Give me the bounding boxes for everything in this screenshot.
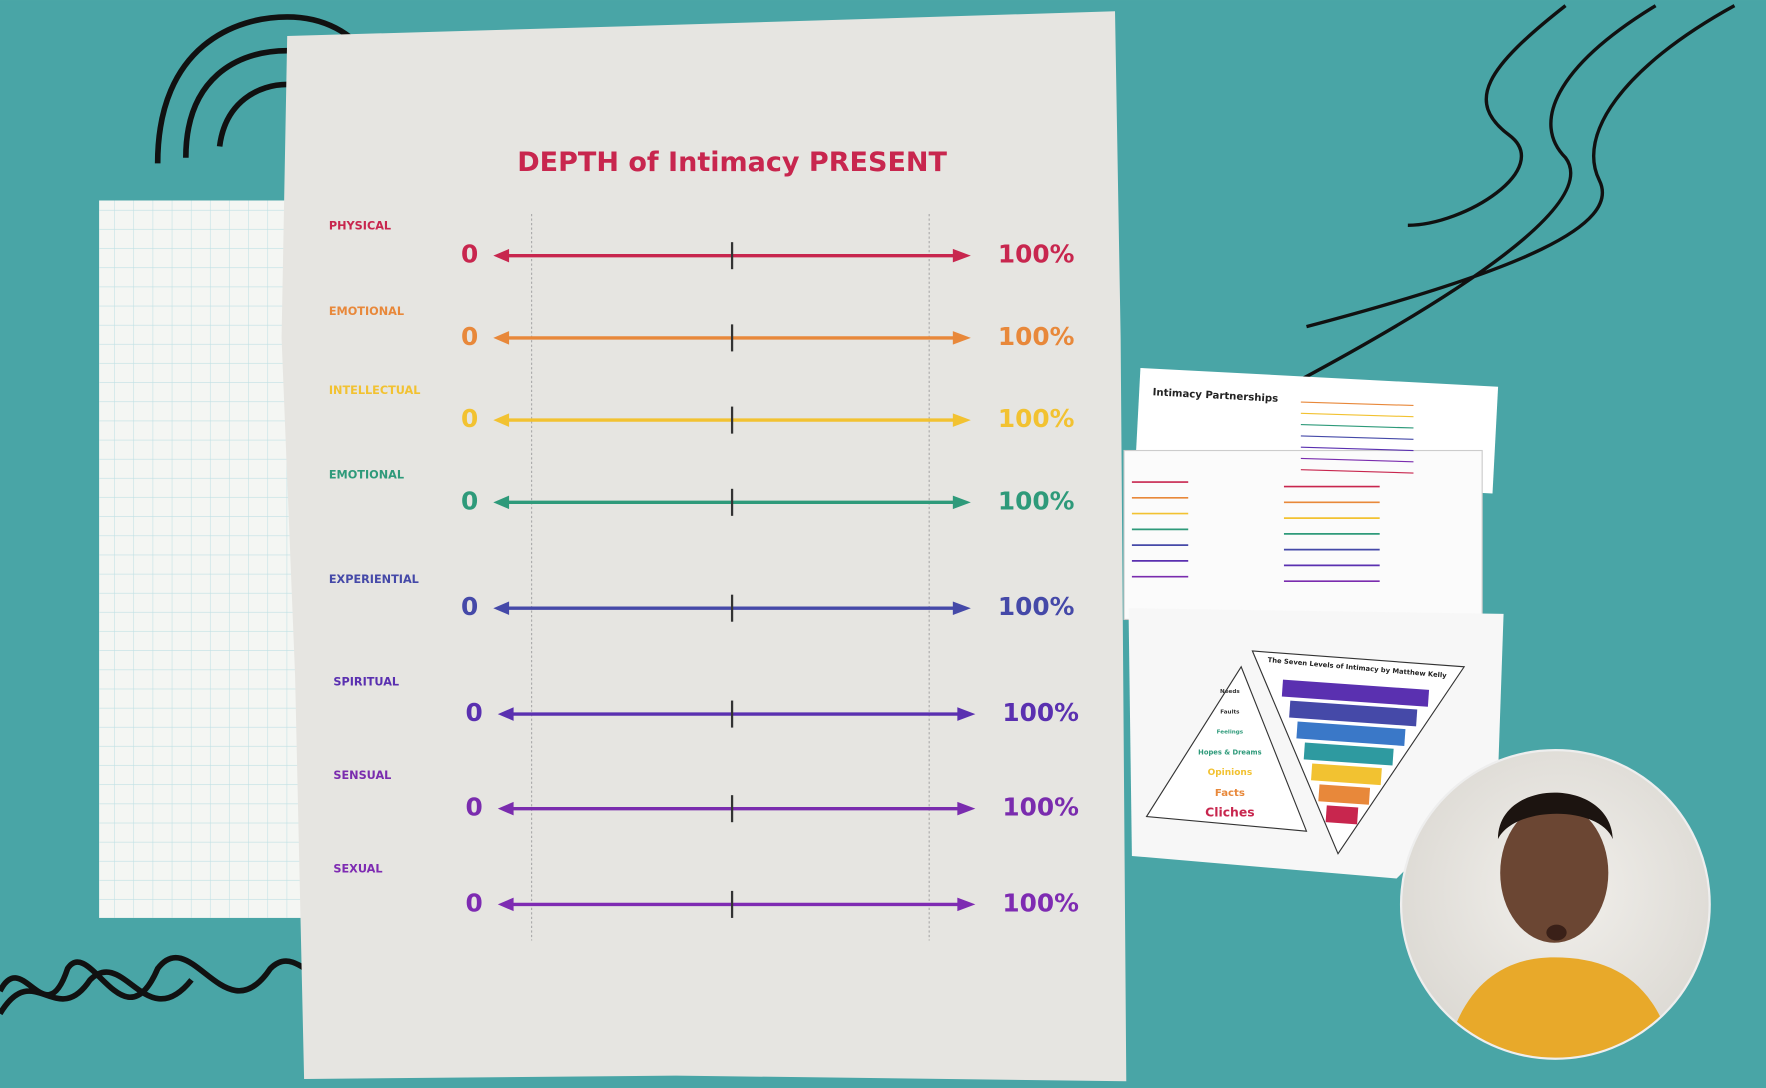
thumbnail: [1123, 449, 1483, 621]
pyramid: [1145, 665, 1308, 832]
scale-max: 100%: [998, 322, 1075, 351]
pyramid-label: Feelings: [1217, 730, 1244, 736]
arrow-right: [952, 248, 971, 263]
row-label: SEXUAL: [333, 862, 382, 875]
scale-max: 100%: [998, 404, 1075, 433]
arrow-left: [497, 707, 514, 721]
pyramid-band: [1303, 742, 1394, 766]
scale-min: 0: [461, 322, 478, 351]
mini-line: [1300, 469, 1414, 474]
arrow-right: [952, 601, 971, 615]
pyramid-band: [1311, 763, 1382, 786]
mini-line: [1300, 424, 1414, 429]
scale-max: 100%: [998, 486, 1075, 515]
scale-min: 0: [466, 793, 483, 822]
pyramid-band: [1289, 700, 1418, 727]
scale-min: 0: [461, 240, 478, 269]
row-label: EXPERIENTIAL: [329, 573, 419, 586]
arrow-left: [497, 801, 514, 816]
graph-grid: [99, 200, 314, 918]
webcam-border: [1399, 748, 1711, 1060]
scale-max: 100%: [1002, 888, 1079, 917]
arrow-left: [493, 495, 510, 510]
mini-line: [1300, 401, 1414, 407]
webcam: [1401, 750, 1710, 1059]
row-label: PHYSICAL: [329, 219, 391, 232]
arrow-right: [952, 331, 971, 345]
scale-min: 0: [466, 698, 483, 727]
row-label: INTELLECTUAL: [329, 384, 421, 397]
pyramid-label: Hopes & Dreams: [1198, 748, 1261, 756]
scribble: [1283, 4, 1736, 391]
arrow-right: [952, 495, 971, 510]
pyramid-band: [1325, 805, 1359, 825]
arrow-left: [493, 413, 510, 427]
arrow-right: [957, 707, 976, 721]
pyramid-label: Opinions: [1208, 768, 1253, 778]
arrow-right: [957, 897, 976, 912]
pyramid-labels: Needs Faults Feelings Hopes & Dreams Opinion…: [1198, 679, 1430, 825]
scale-max: 100%: [998, 240, 1075, 269]
row-label: SPIRITUAL: [333, 676, 399, 689]
scales: PHYSICAL 0 100% EMOTIONAL 0 100% INTELLECTUAL 0…: [329, 219, 1079, 918]
arrow-left: [493, 248, 510, 263]
slide-title: DEPTH of Intimacy PRESENT: [517, 147, 947, 178]
scale-min: 0: [466, 888, 483, 917]
pyramid-label: Faults: [1220, 709, 1240, 715]
pyramid-label: Needs: [1220, 689, 1240, 695]
arrow-left: [493, 601, 510, 615]
mini-line: [1300, 457, 1414, 463]
row-label: EMOTIONAL: [329, 468, 404, 481]
mini-line: [1300, 446, 1414, 452]
scale-max: 100%: [998, 592, 1075, 621]
thumbnail-lines: [1131, 401, 1414, 583]
scale-min: 0: [461, 592, 478, 621]
pyramid-label: Facts: [1215, 788, 1245, 799]
scale-max: 100%: [1002, 698, 1079, 727]
pyramid-band: [1281, 679, 1430, 707]
row-label: EMOTIONAL: [329, 305, 404, 318]
pyramid-band: [1318, 784, 1371, 805]
pyramid-band: [1296, 721, 1406, 746]
torn-paper: [281, 11, 1127, 1082]
scale-min: 0: [461, 404, 478, 433]
arrow-left: [497, 897, 514, 912]
pyramid-label: Cliches: [1205, 806, 1254, 820]
arrow-right: [957, 801, 976, 816]
mini-line: [1300, 412, 1414, 418]
scale-min: 0: [461, 486, 478, 515]
row-label: SENSUAL: [333, 769, 391, 782]
arrow-left: [493, 331, 510, 345]
arrow-right: [952, 413, 971, 427]
scale-max: 100%: [1002, 793, 1079, 822]
mini-line: [1300, 435, 1414, 440]
